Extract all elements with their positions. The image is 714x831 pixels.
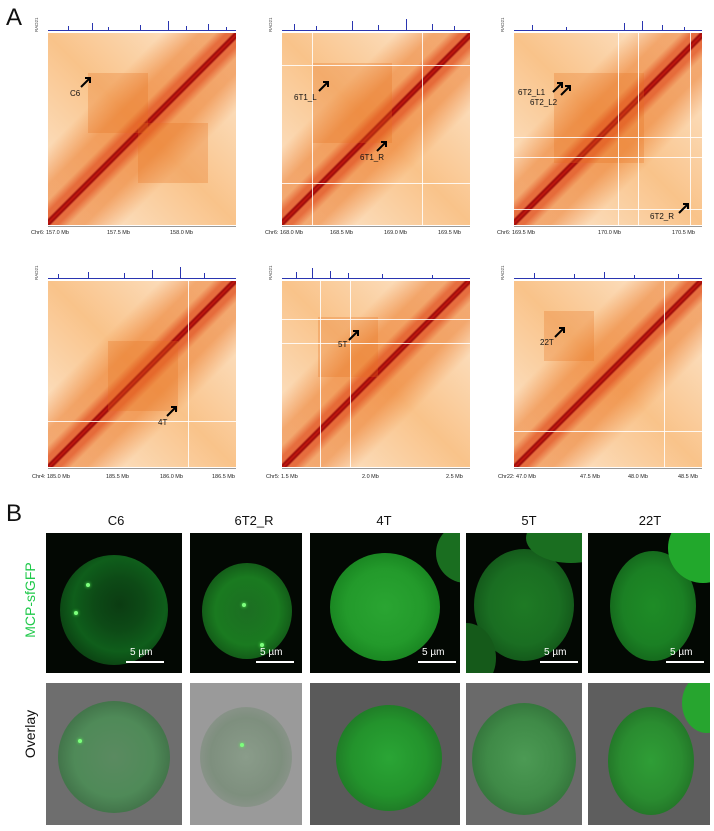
arrow-icon	[376, 141, 387, 152]
axis-label: 170.0 Mb	[598, 230, 621, 236]
arrow-icon	[80, 77, 91, 88]
column-title: 22T	[638, 513, 662, 528]
rad21-track	[514, 16, 702, 31]
locus-label: 6T2_R	[650, 212, 675, 221]
track-label: RAD21	[500, 265, 505, 280]
contact-matrix	[514, 281, 702, 467]
track-label: RAD21	[34, 17, 39, 32]
axis-label: 158.0 Mb	[170, 230, 193, 236]
overlay-image	[310, 683, 460, 825]
contact-matrix	[514, 33, 702, 225]
axis-label: Chr5: 1.5 Mb	[266, 474, 298, 480]
contact-matrix	[282, 33, 470, 225]
column-title: C6	[107, 513, 125, 528]
contact-matrix	[48, 281, 236, 467]
hic-map-4t: RAD21 Chr4: 185.0 Mb 185.5 Mb 186.0 Mb 1…	[28, 260, 238, 492]
locus-label: 4T	[158, 418, 168, 427]
axis-label: 47.5 Mb	[580, 474, 600, 480]
row-title-overlay: Overlay	[22, 709, 38, 759]
overlay-image	[466, 683, 582, 825]
locus-label: 5T	[338, 340, 348, 349]
rad21-track	[282, 264, 470, 279]
axis-label: 48.0 Mb	[628, 474, 648, 480]
arrow-icon	[166, 406, 177, 417]
hic-map-c6: RAD21 Chr6: 157.0 Mb 157.5 Mb 158.0 Mb C…	[28, 10, 238, 240]
microscopy-image: 5 µm	[466, 533, 582, 673]
hic-map-6t1: RAD21 Chr6: 168.0 Mb 168.5 Mb 169.0 Mb 1…	[262, 10, 472, 240]
axis-label: Chr4: 185.0 Mb	[32, 474, 70, 480]
locus-label: 22T	[540, 338, 554, 347]
arrow-icon	[318, 81, 329, 92]
axis-label: Chr22: 47.0 Mb	[498, 474, 536, 480]
track-label: RAD21	[500, 17, 505, 32]
axis-label: Chr6: 169.5 Mb	[497, 230, 535, 236]
locus-label: 6T2_L2	[530, 98, 558, 107]
panel-label-a: A	[6, 4, 23, 31]
overlay-image	[190, 683, 302, 825]
axis-label: 48.5 Mb	[678, 474, 698, 480]
scale-label: 5 µm	[544, 647, 567, 658]
track-label: RAD21	[34, 265, 39, 280]
axis-label: Chr6: 157.0 Mb	[31, 230, 69, 236]
arrow-icon	[554, 327, 565, 338]
panel-label-b: B	[6, 500, 23, 527]
microscopy-image: 5 µm	[46, 533, 182, 673]
overlay-image	[588, 683, 710, 825]
arrow-icon	[348, 330, 359, 341]
arrow-icon	[560, 85, 571, 96]
arrow-icon	[678, 203, 689, 214]
microscopy-image: 5 µm	[190, 533, 302, 673]
scale-label: 5 µm	[130, 647, 153, 658]
axis-label: 186.5 Mb	[212, 474, 235, 480]
rad21-track	[514, 264, 702, 279]
scale-label: 5 µm	[670, 647, 693, 658]
axis-label: 157.5 Mb	[107, 230, 130, 236]
locus-label: 6T1_R	[360, 153, 385, 162]
axis-label: 169.0 Mb	[384, 230, 407, 236]
column-title: 6T2_R	[234, 513, 274, 528]
axis-label: 2.0 Mb	[362, 474, 379, 480]
microscopy-image: 5 µm	[588, 533, 710, 673]
locus-label: 6T1_L	[294, 93, 317, 102]
locus-label: 6T2_L1	[518, 88, 546, 97]
axis-label: 185.5 Mb	[106, 474, 129, 480]
rad21-track	[282, 16, 470, 31]
hic-map-6t2: RAD21 Chr6: 169.5 Mb 170.0 Mb 170.5 Mb 6…	[494, 10, 708, 240]
track-label: RAD21	[268, 17, 273, 32]
scale-label: 5 µm	[422, 647, 445, 658]
contact-matrix	[48, 33, 236, 225]
rad21-track	[48, 264, 236, 279]
track-label: RAD21	[268, 265, 273, 280]
axis-label: 186.0 Mb	[160, 474, 183, 480]
axis-label: 2.5 Mb	[446, 474, 463, 480]
hic-map-22t: RAD21 Chr22: 47.0 Mb 47.5 Mb 48.0 Mb 48.…	[494, 260, 708, 492]
axis-label: Chr6: 168.0 Mb	[265, 230, 303, 236]
scale-label: 5 µm	[260, 647, 283, 658]
microscopy-image: 5 µm	[310, 533, 460, 673]
overlay-image	[46, 683, 182, 825]
rad21-track	[48, 16, 236, 31]
column-title: 5T	[521, 513, 537, 528]
axis-label: 168.5 Mb	[330, 230, 353, 236]
hic-map-5t: RAD21 Chr5: 1.5 Mb 2.0 Mb 2.5 Mb 5T	[262, 260, 472, 492]
axis-label: 169.5 Mb	[438, 230, 461, 236]
row-title-mcp-sfgfp: MCP-sfGFP	[22, 562, 38, 638]
locus-label: C6	[70, 89, 81, 98]
contact-matrix	[282, 281, 470, 467]
arrow-icon	[552, 82, 563, 93]
axis-label: 170.5 Mb	[672, 230, 695, 236]
column-title: 4T	[376, 513, 392, 528]
